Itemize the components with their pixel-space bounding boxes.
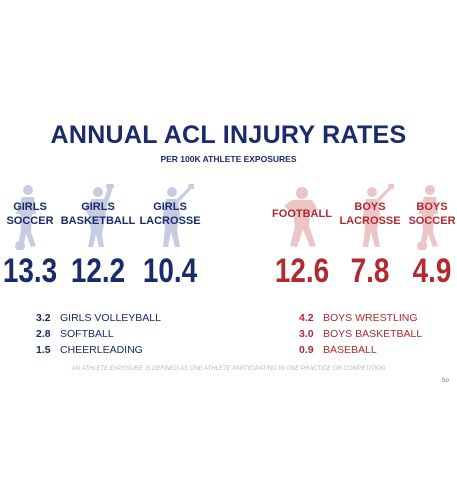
list-item: 4.2 BOYS WRESTLING <box>299 312 418 324</box>
sport-label: BOYS SOCCER <box>382 200 457 228</box>
footnote: AN ATHLETE EXPOSURE IS DEFINED AS ONE AT… <box>71 366 386 372</box>
chart-subtitle: PER 100K ATHLETE EXPOSURES <box>160 154 297 164</box>
lacrosse-player-silhouette-icon <box>163 184 194 247</box>
sport-label-line: FOOTBALL <box>272 208 332 220</box>
list-item: 3.0 BOYS BASKETBALL <box>299 328 423 340</box>
chart-title: ANNUAL ACL INJURY RATES <box>50 121 407 149</box>
sport-label: FOOTBALL <box>252 207 352 221</box>
list-item: 3.2 GIRLS VOLLEYBALL <box>36 312 161 324</box>
injury-rate-value: 10.4 <box>142 252 198 290</box>
sport-label-line: GIRLS <box>81 201 115 213</box>
sport-label: GIRLS SOCCER <box>0 200 80 228</box>
sport-label-line: LACROSSE <box>339 215 401 227</box>
sport-label-line: BASKETBALL <box>60 215 136 227</box>
basketball-player-silhouette-icon <box>84 184 114 247</box>
sport-label-line: BOYS <box>416 201 448 213</box>
sport-label: BOYS LACROSSE <box>320 200 420 228</box>
injury-rate-value: 4.9 <box>412 252 452 290</box>
sport-label-line: BOYS <box>354 201 386 213</box>
list-item: 0.9 BASEBALL <box>299 344 377 356</box>
football-player-silhouette-icon <box>284 187 318 247</box>
boys-other-sports-list: 4.2 BOYS WRESTLING 3.0 BOYS BASKETBALL 0.9… <box>299 310 422 358</box>
sport-label-line: LACROSSE <box>139 215 201 227</box>
lacrosse-player-silhouette-icon <box>363 184 394 247</box>
soccer-player-silhouette-icon <box>15 185 36 250</box>
sport-label-line: SOCCER <box>408 215 456 227</box>
injury-rate-value: 12.2 <box>70 252 126 290</box>
soccer-player-silhouette-icon <box>417 185 438 250</box>
sport-label-line: GIRLS <box>13 201 47 213</box>
injury-rate-value: 7.8 <box>350 252 390 290</box>
sport-label-line: SOCCER <box>6 215 54 227</box>
corner-text: So <box>441 378 449 384</box>
girls-other-sports-list: 3.2 GIRLS VOLLEYBALL 2.8 SOFTBALL 1.5 CHEER… <box>36 310 161 358</box>
sport-label-line: GIRLS <box>153 201 187 213</box>
list-item: 2.8 SOFTBALL <box>36 328 114 340</box>
injury-rate-value: 12.6 <box>274 252 330 290</box>
list-item: 1.5 CHEERLEADING <box>36 344 143 356</box>
sport-label: GIRLS BASKETBALL <box>48 200 148 228</box>
sport-label: GIRLS LACROSSE <box>120 200 220 228</box>
injury-rate-value: 13.3 <box>2 252 58 290</box>
